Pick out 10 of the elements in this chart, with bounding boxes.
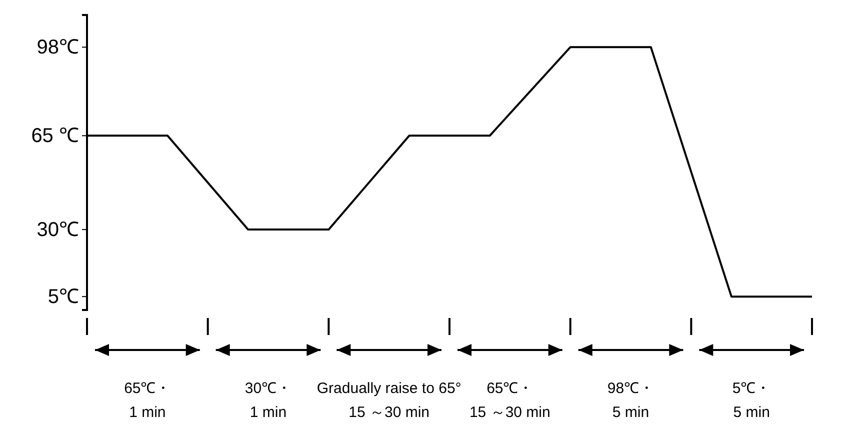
y-tick-label: 98℃: [36, 36, 79, 59]
text: Gradually raise to 65° 15 ～30 min: [316, 380, 462, 421]
y-tick-label: 65 ℃: [31, 125, 79, 148]
text: 65℃・ 15 ～30 min: [469, 380, 550, 421]
y-tick-label: 5℃: [48, 286, 79, 308]
text: 65℃・ 1 min: [124, 380, 171, 421]
text: 5℃・ 5 min: [732, 380, 771, 421]
text: 30℃・ 1 min: [244, 380, 292, 421]
y-tick-label: 30℃: [36, 218, 79, 241]
text: 98℃・ 5 min: [607, 380, 654, 421]
